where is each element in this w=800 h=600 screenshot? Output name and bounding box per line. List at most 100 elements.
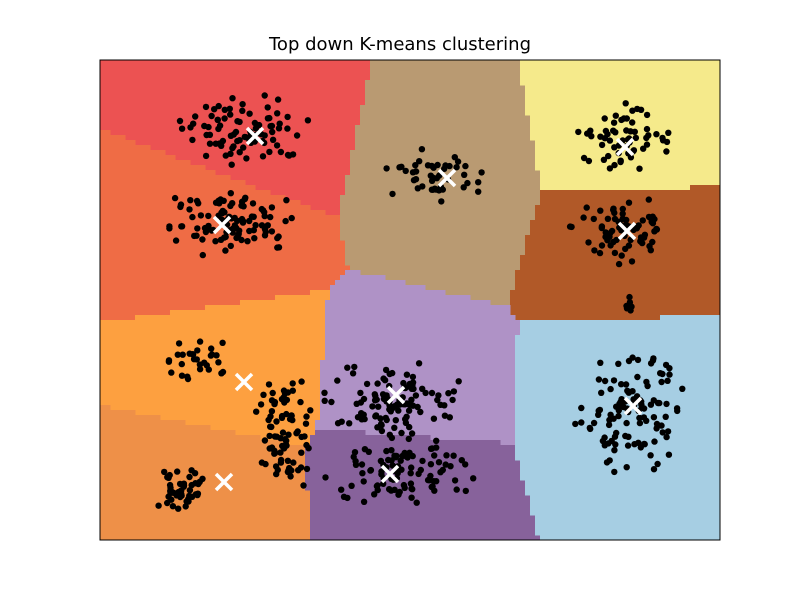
data-point <box>257 401 265 408</box>
data-point <box>277 449 284 456</box>
data-point <box>307 407 314 414</box>
data-point <box>199 251 206 259</box>
data-point <box>246 110 253 117</box>
data-point <box>302 420 310 427</box>
data-point <box>427 461 435 468</box>
centroid-marker-3 <box>437 168 457 188</box>
data-point <box>293 132 301 139</box>
data-point <box>215 125 222 133</box>
data-point <box>231 222 239 229</box>
data-point <box>625 199 633 206</box>
data-point <box>360 411 367 418</box>
data-point <box>644 382 651 390</box>
data-point <box>178 372 186 379</box>
data-point <box>449 396 456 404</box>
data-point <box>673 405 681 412</box>
data-point <box>377 421 385 428</box>
data-point <box>475 179 482 186</box>
data-point <box>640 405 648 412</box>
data-point <box>391 424 398 431</box>
data-point <box>639 239 646 247</box>
data-point <box>219 368 227 376</box>
data-point <box>605 421 613 429</box>
data-point <box>249 200 257 207</box>
data-point <box>164 499 171 507</box>
data-point <box>161 468 168 476</box>
data-point <box>643 125 651 133</box>
region-cluster-4 <box>520 60 720 191</box>
data-point <box>464 179 471 187</box>
data-point <box>585 239 592 246</box>
data-point <box>282 217 289 225</box>
data-point <box>435 459 443 466</box>
data-point <box>177 201 185 208</box>
data-point <box>239 101 246 108</box>
data-point <box>650 466 658 473</box>
data-point <box>636 165 643 172</box>
data-point <box>289 387 296 394</box>
data-point <box>187 124 194 131</box>
data-point <box>255 121 263 129</box>
data-points <box>155 92 686 512</box>
data-point <box>217 196 224 203</box>
data-point <box>643 417 650 424</box>
data-point <box>606 457 613 464</box>
data-point <box>186 206 193 213</box>
data-point <box>277 456 285 464</box>
data-point <box>396 401 403 408</box>
data-point <box>388 434 396 442</box>
data-point <box>246 227 253 235</box>
data-point <box>188 467 195 474</box>
data-point <box>187 197 194 204</box>
data-point <box>434 161 441 169</box>
data-point <box>321 397 328 404</box>
chart-title: Top down K-means clustering <box>269 34 531 55</box>
data-point <box>211 106 218 113</box>
data-point <box>288 467 295 474</box>
data-point <box>273 142 281 149</box>
data-point <box>618 381 625 388</box>
data-point <box>643 111 651 119</box>
data-point <box>404 454 411 461</box>
data-point <box>216 140 223 147</box>
data-point <box>631 441 638 448</box>
data-point <box>371 491 378 498</box>
data-point <box>583 204 590 211</box>
data-point <box>192 113 199 120</box>
data-point <box>236 149 243 156</box>
data-point <box>417 466 424 474</box>
data-point <box>611 447 618 454</box>
data-point <box>240 203 247 210</box>
data-point <box>186 473 193 481</box>
data-point <box>389 190 396 198</box>
data-point <box>274 234 281 242</box>
data-point <box>360 498 368 505</box>
data-point <box>443 452 450 459</box>
data-point <box>194 347 201 354</box>
data-point <box>268 122 276 130</box>
data-point <box>169 503 177 510</box>
data-point <box>191 232 198 240</box>
data-point <box>412 176 420 183</box>
data-point <box>475 188 482 195</box>
data-point <box>607 411 614 418</box>
data-point <box>441 165 448 172</box>
data-point <box>178 360 185 368</box>
data-point <box>406 401 413 408</box>
data-point <box>199 236 206 243</box>
data-point <box>380 480 387 487</box>
data-point <box>622 381 630 388</box>
data-point <box>665 129 672 136</box>
data-point <box>470 475 477 482</box>
data-point <box>228 161 235 168</box>
cluster-regions <box>100 60 720 540</box>
data-point <box>189 213 196 221</box>
data-point <box>398 163 405 170</box>
data-point <box>407 480 415 487</box>
data-point <box>632 134 640 142</box>
data-point <box>433 478 440 485</box>
data-point <box>650 355 657 362</box>
region-cluster-1 <box>100 60 371 216</box>
data-point <box>201 224 209 232</box>
data-point <box>271 447 278 454</box>
